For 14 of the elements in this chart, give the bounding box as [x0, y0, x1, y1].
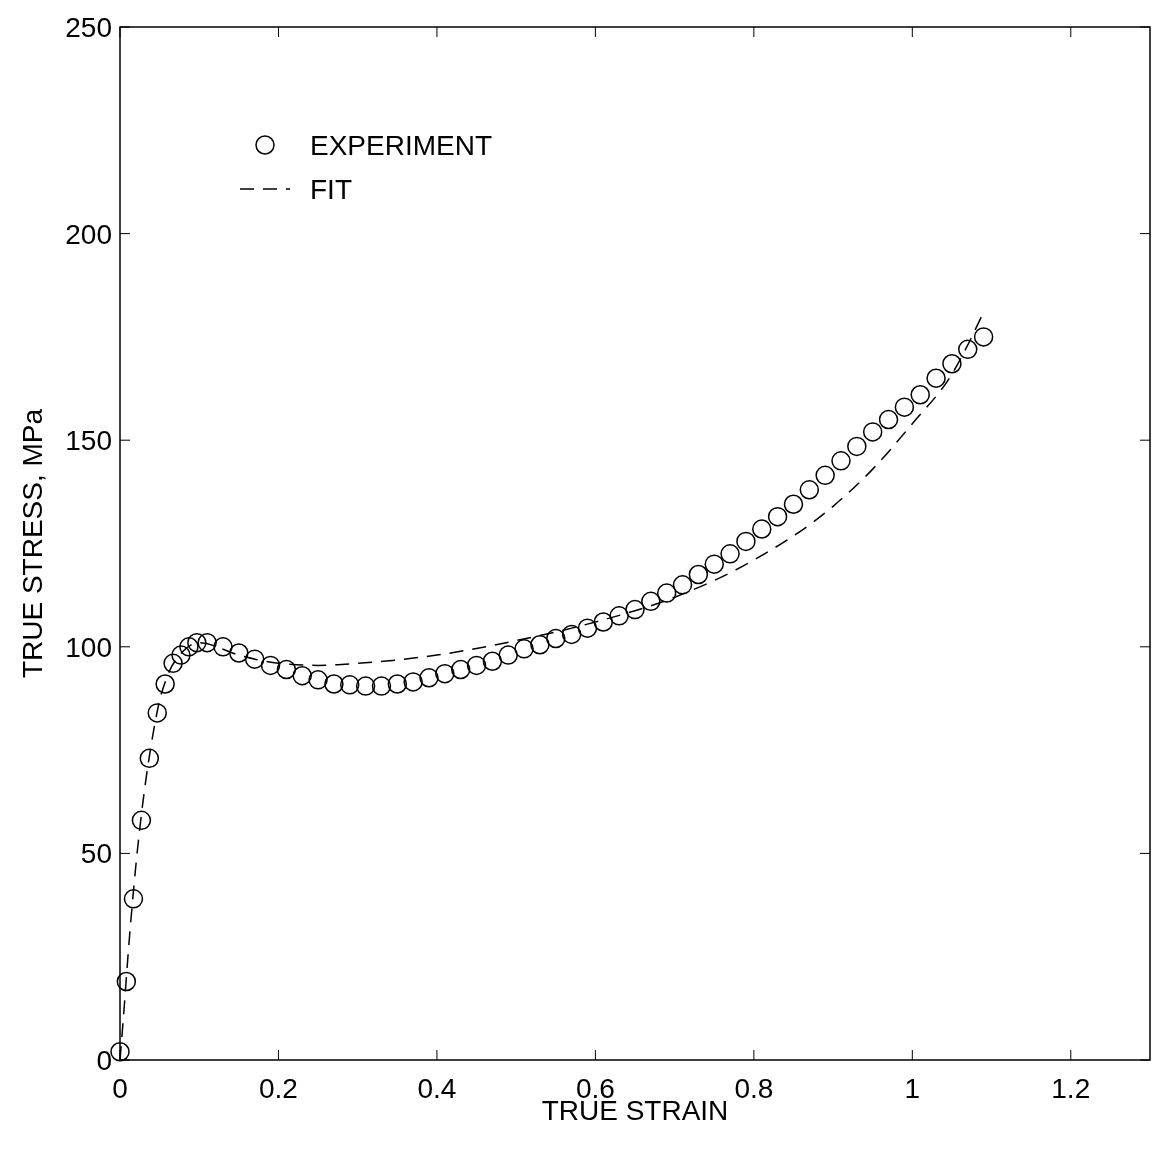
y-tick-label: 200: [65, 218, 112, 250]
y-tick-label: 100: [65, 631, 112, 663]
x-tick-label: 0.8: [734, 1073, 774, 1104]
y-tick-label: 0: [96, 1045, 112, 1076]
y-tick-label: 50: [80, 838, 112, 870]
x-tick-label: 1.2: [1051, 1073, 1091, 1104]
y-tick-label: 150: [65, 425, 112, 457]
x-tick-label: 1: [904, 1073, 921, 1104]
legend-label: EXPERIMENT: [310, 130, 493, 161]
legend-label: FIT: [310, 174, 352, 205]
y-tick-label: 250: [65, 12, 112, 43]
x-tick-label: 0.4: [417, 1073, 457, 1104]
x-tick-label: 0.2: [258, 1073, 298, 1104]
y-axis-title: TRUE STRESS, MPa: [17, 408, 48, 679]
